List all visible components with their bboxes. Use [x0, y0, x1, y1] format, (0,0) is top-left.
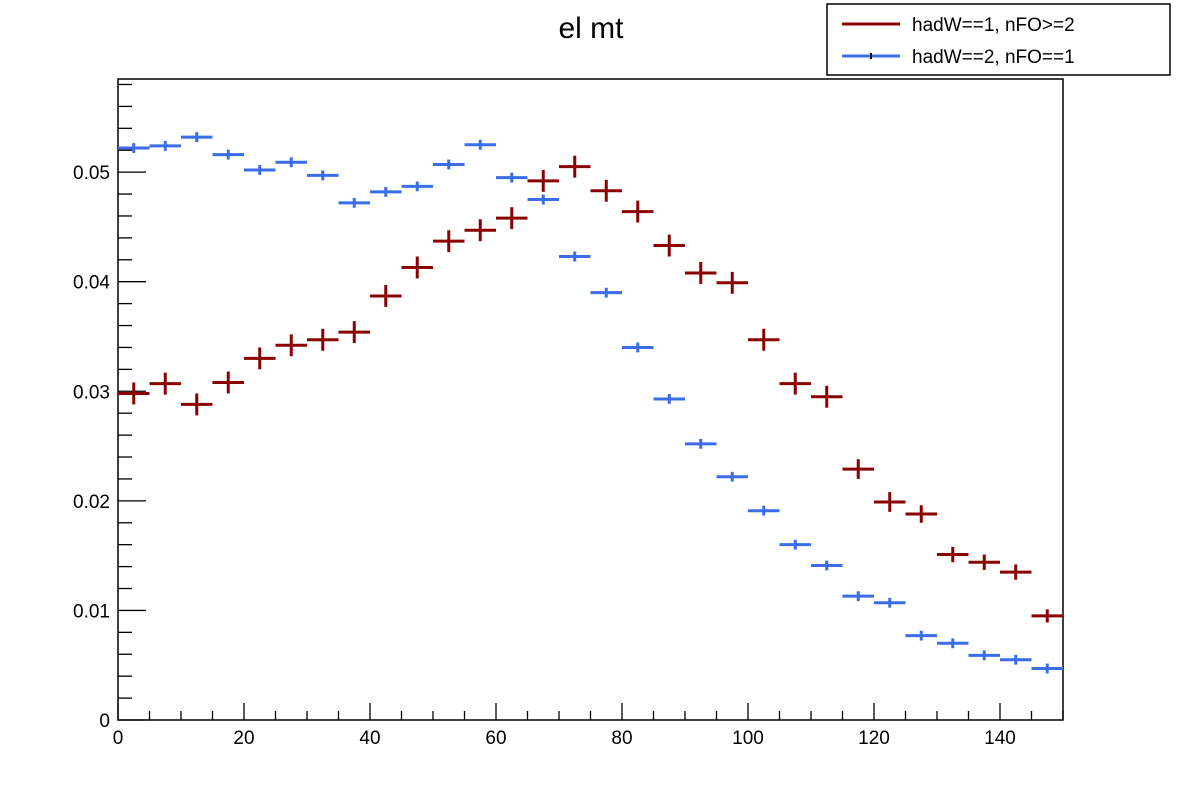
- data-point: [559, 251, 591, 262]
- data-point: [433, 230, 465, 253]
- data-point: [716, 471, 748, 482]
- data-point: [1031, 609, 1063, 623]
- y-tick-label: 0.03: [73, 382, 110, 403]
- data-point: [779, 539, 811, 550]
- data-point: [748, 505, 780, 516]
- data-point: [149, 372, 181, 395]
- data-point: [905, 630, 937, 641]
- x-tick-label: 80: [611, 728, 632, 749]
- data-point: [685, 261, 717, 284]
- x-tick-label: 40: [359, 728, 380, 749]
- data-point: [307, 170, 339, 181]
- data-point: [370, 284, 402, 307]
- data-point: [968, 554, 1000, 570]
- data-point: [275, 334, 307, 357]
- data-point: [118, 143, 150, 153]
- data-point: [874, 597, 906, 608]
- data-point: [1031, 663, 1063, 674]
- data-point: [338, 197, 370, 208]
- data-point: [527, 169, 559, 192]
- x-tick-label: 120: [858, 728, 890, 749]
- y-tick-label: 0.05: [73, 163, 110, 184]
- y-tick-label: 0.04: [73, 273, 110, 294]
- data-point: [905, 505, 937, 523]
- x-axis: 0 20 40 60 80 100 120 140: [113, 703, 1064, 749]
- data-point: [307, 328, 339, 351]
- y-tick-label: 0: [99, 711, 110, 732]
- data-point: [212, 149, 244, 160]
- data-point: [716, 271, 748, 294]
- data-point: [244, 347, 276, 370]
- legend-label-series-1: hadW==1, nFO>=2: [912, 15, 1075, 36]
- data-point: [433, 159, 465, 170]
- data-point: [149, 140, 181, 151]
- data-point: [338, 321, 370, 344]
- data-point: [590, 179, 622, 202]
- data-point: [527, 194, 559, 205]
- data-point: [181, 393, 213, 416]
- x-tick-label: 20: [233, 728, 254, 749]
- data-point: [496, 207, 528, 230]
- series-1: [118, 155, 1063, 623]
- data-point: [653, 234, 685, 257]
- data-point: [1000, 654, 1032, 665]
- data-point: [842, 591, 874, 602]
- data-point: [401, 181, 433, 192]
- data-point: [685, 438, 717, 449]
- plot-frame: [117, 78, 1064, 721]
- data-point: [622, 200, 654, 223]
- data-point: [496, 172, 528, 183]
- data-point: [937, 638, 969, 649]
- data-point: [275, 157, 307, 168]
- data-point: [244, 165, 276, 175]
- data-point: [937, 546, 969, 563]
- x-tick-label: 0: [113, 728, 124, 749]
- series-layer: [118, 132, 1063, 674]
- data-point: [590, 287, 622, 298]
- data-point: [370, 186, 402, 197]
- data-point: [874, 492, 906, 512]
- y-tick-label: 0.02: [73, 492, 110, 513]
- data-point: [401, 256, 433, 279]
- data-point: [968, 650, 1000, 661]
- data-point: [842, 459, 874, 479]
- data-point: [811, 385, 843, 408]
- data-point: [779, 372, 811, 395]
- series-2: [118, 132, 1063, 674]
- data-point: [622, 342, 654, 353]
- y-axis: 0 0.01 0.02 0.03 0.04 0.05: [73, 83, 146, 732]
- x-tick-label: 100: [732, 728, 764, 749]
- y-tick-label: 0.01: [73, 601, 110, 622]
- data-point: [212, 371, 244, 394]
- legend-label-series-2: hadW==2, nFO==1: [912, 47, 1075, 68]
- x-tick-label: 60: [485, 728, 506, 749]
- data-point: [181, 132, 213, 143]
- data-point: [748, 328, 780, 351]
- data-point: [811, 560, 843, 571]
- legend: hadW==1, nFO>=2 hadW==2, nFO==1: [826, 3, 1171, 76]
- data-point: [1000, 564, 1032, 580]
- data-point: [464, 139, 496, 150]
- data-point: [464, 219, 496, 242]
- x-tick-label: 140: [984, 728, 1016, 749]
- data-point: [118, 382, 150, 405]
- data-point: [559, 155, 591, 178]
- data-point: [653, 394, 685, 404]
- chart-title: el mt: [558, 12, 624, 45]
- legend-box: [826, 3, 1171, 76]
